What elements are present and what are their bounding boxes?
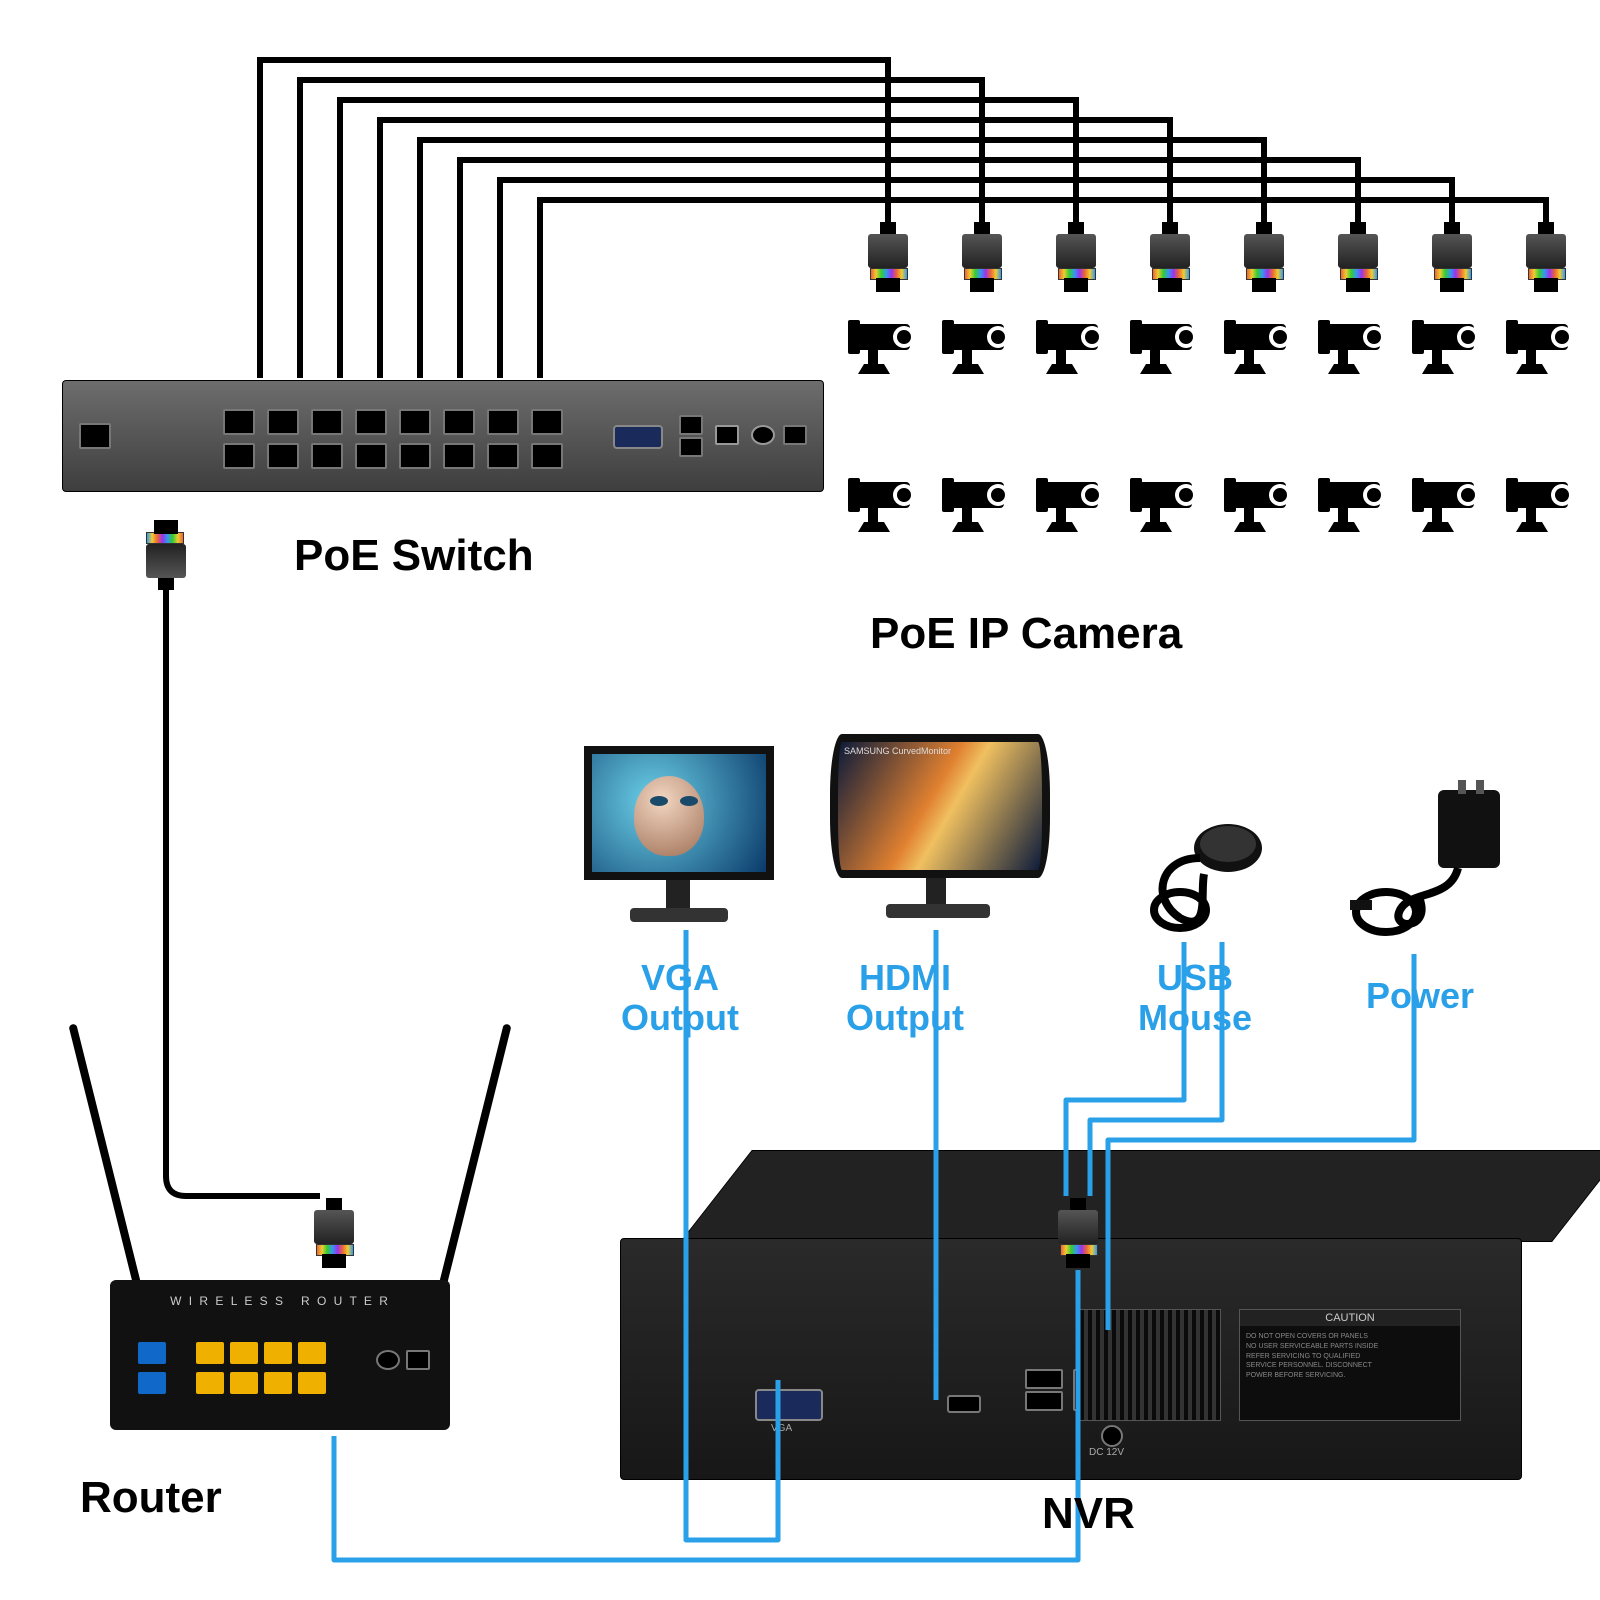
hdmi-output-label: HDMI Output (820, 958, 990, 1037)
diagram-canvas: SAMSUNG CurvedMonitor W I R E L E S S R … (0, 0, 1600, 1600)
poe-camera-label: PoE IP Camera (870, 610, 1182, 658)
usb-mouse-label: USB Mouse (1110, 958, 1280, 1037)
nvr-label: NVR (1042, 1490, 1135, 1538)
power-label: Power (1340, 976, 1500, 1016)
poe-switch-label: PoE Switch (294, 532, 534, 580)
router-label: Router (80, 1474, 222, 1522)
blue-cables-layer (0, 0, 1600, 1600)
vga-output-label: VGA Output (600, 958, 760, 1037)
